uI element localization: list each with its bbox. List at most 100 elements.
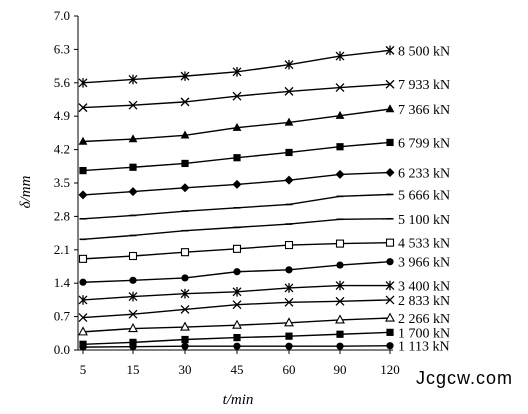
marker-point (233, 154, 241, 162)
marker-point (284, 317, 294, 327)
marker-point (336, 261, 344, 269)
series-line-9 (78, 168, 395, 200)
marker-point (385, 168, 395, 178)
marker-point (385, 295, 395, 305)
marker-point (335, 169, 345, 179)
x-tick-label: 60 (283, 362, 296, 377)
marker-point (232, 179, 242, 189)
marker-point (128, 100, 138, 110)
marker-point (78, 326, 88, 336)
marker-point (181, 342, 189, 350)
marker-point (232, 91, 242, 101)
marker-point (284, 59, 294, 70)
marker-point (233, 268, 241, 276)
series-label: 3 966 kN (398, 256, 450, 271)
series-line-3 (78, 295, 395, 323)
marker-point (78, 103, 88, 113)
marker-point (129, 163, 137, 171)
x-tick-label: 45 (231, 362, 244, 377)
marker-point (180, 71, 190, 81)
marker-point (284, 117, 294, 126)
marker-point (78, 190, 88, 200)
marker-point (181, 159, 189, 168)
y-tick-label: 7.0 (54, 8, 70, 23)
marker-point (128, 74, 138, 85)
marker-point (180, 130, 190, 139)
marker-point (232, 300, 242, 310)
marker-point (180, 321, 190, 331)
marker-point (78, 78, 88, 88)
series-path (82, 193, 391, 220)
marker-point (386, 258, 394, 266)
marker-point (232, 244, 242, 253)
marker-point (128, 134, 138, 143)
series-line-4 (78, 280, 395, 305)
series-label: 1 700 kN (398, 326, 450, 341)
y-tick-label: 0.0 (54, 342, 70, 357)
marker-point (128, 187, 138, 197)
series-line-2 (78, 312, 395, 336)
marker-point (232, 122, 242, 131)
series-labels: 1 113 kN1 700 kN2 266 kN 2 833 kN3 400 kN… (398, 44, 450, 354)
series-label: 4 533 kN (398, 237, 450, 252)
series-label: 5 666 kN (398, 188, 450, 203)
series-line-8 (79, 193, 394, 220)
marker-point (128, 322, 138, 333)
series-line-7 (79, 217, 394, 241)
y-tick-label: 6.3 (54, 41, 70, 56)
marker-point (284, 283, 294, 293)
marker-point (335, 110, 345, 119)
marker-point (386, 342, 394, 350)
marker-point (336, 330, 344, 338)
marker-point (180, 248, 190, 257)
watermark-text: Jcgcw.com (416, 368, 514, 388)
y-axis-title: δ/mm (18, 175, 34, 208)
marker-point (336, 143, 344, 151)
series-label: 3 400 kN (398, 280, 450, 295)
series-label: 2 833 kN (398, 294, 450, 309)
marker-point (284, 297, 294, 307)
marker-point (78, 254, 88, 263)
series-line-6 (78, 238, 395, 263)
marker-point (181, 274, 189, 282)
marker-point (128, 309, 138, 319)
series-label: 5 100 kN (398, 213, 450, 228)
marker-point (285, 342, 293, 350)
marker-point (181, 335, 189, 344)
marker-point (180, 304, 190, 314)
x-tick-labels: 5 15 30 45 60 90 120 (80, 362, 400, 377)
x-axis-title: t/min (223, 392, 254, 408)
series-label: 7 933 kN (398, 78, 450, 93)
marker-point (233, 342, 241, 350)
marker-point (335, 296, 345, 306)
marker-point (386, 328, 394, 336)
y-tick-label: 0.7 (54, 309, 71, 324)
x-tick-label: 5 (80, 362, 87, 377)
series-line-12 (78, 79, 395, 113)
series-label: 6 233 kN (398, 167, 450, 182)
y-tick-label: 4.9 (54, 108, 70, 123)
marker-point (385, 280, 395, 291)
marker-point (79, 166, 87, 175)
marker-point (335, 51, 345, 61)
marker-point (385, 104, 395, 113)
marker-point (180, 183, 190, 193)
series-label: 7 366 kN (398, 103, 450, 118)
marker-point (180, 97, 190, 107)
series-group (78, 45, 395, 351)
series-line-5 (79, 258, 394, 286)
marker-point (385, 45, 395, 56)
marker-point (336, 342, 344, 350)
marker-point (285, 266, 293, 274)
marker-point (284, 175, 294, 185)
marker-point (385, 79, 395, 89)
series-label: 2 266 kN (398, 312, 450, 327)
series-label: 6 799 kN (398, 136, 450, 151)
series-path (82, 218, 391, 241)
marker-point (129, 338, 137, 346)
y-tick-label: 2.8 (54, 208, 70, 223)
y-tick-label: 3.5 (54, 175, 70, 190)
y-tick-label: 5.6 (54, 75, 71, 90)
marker-point (128, 251, 138, 261)
